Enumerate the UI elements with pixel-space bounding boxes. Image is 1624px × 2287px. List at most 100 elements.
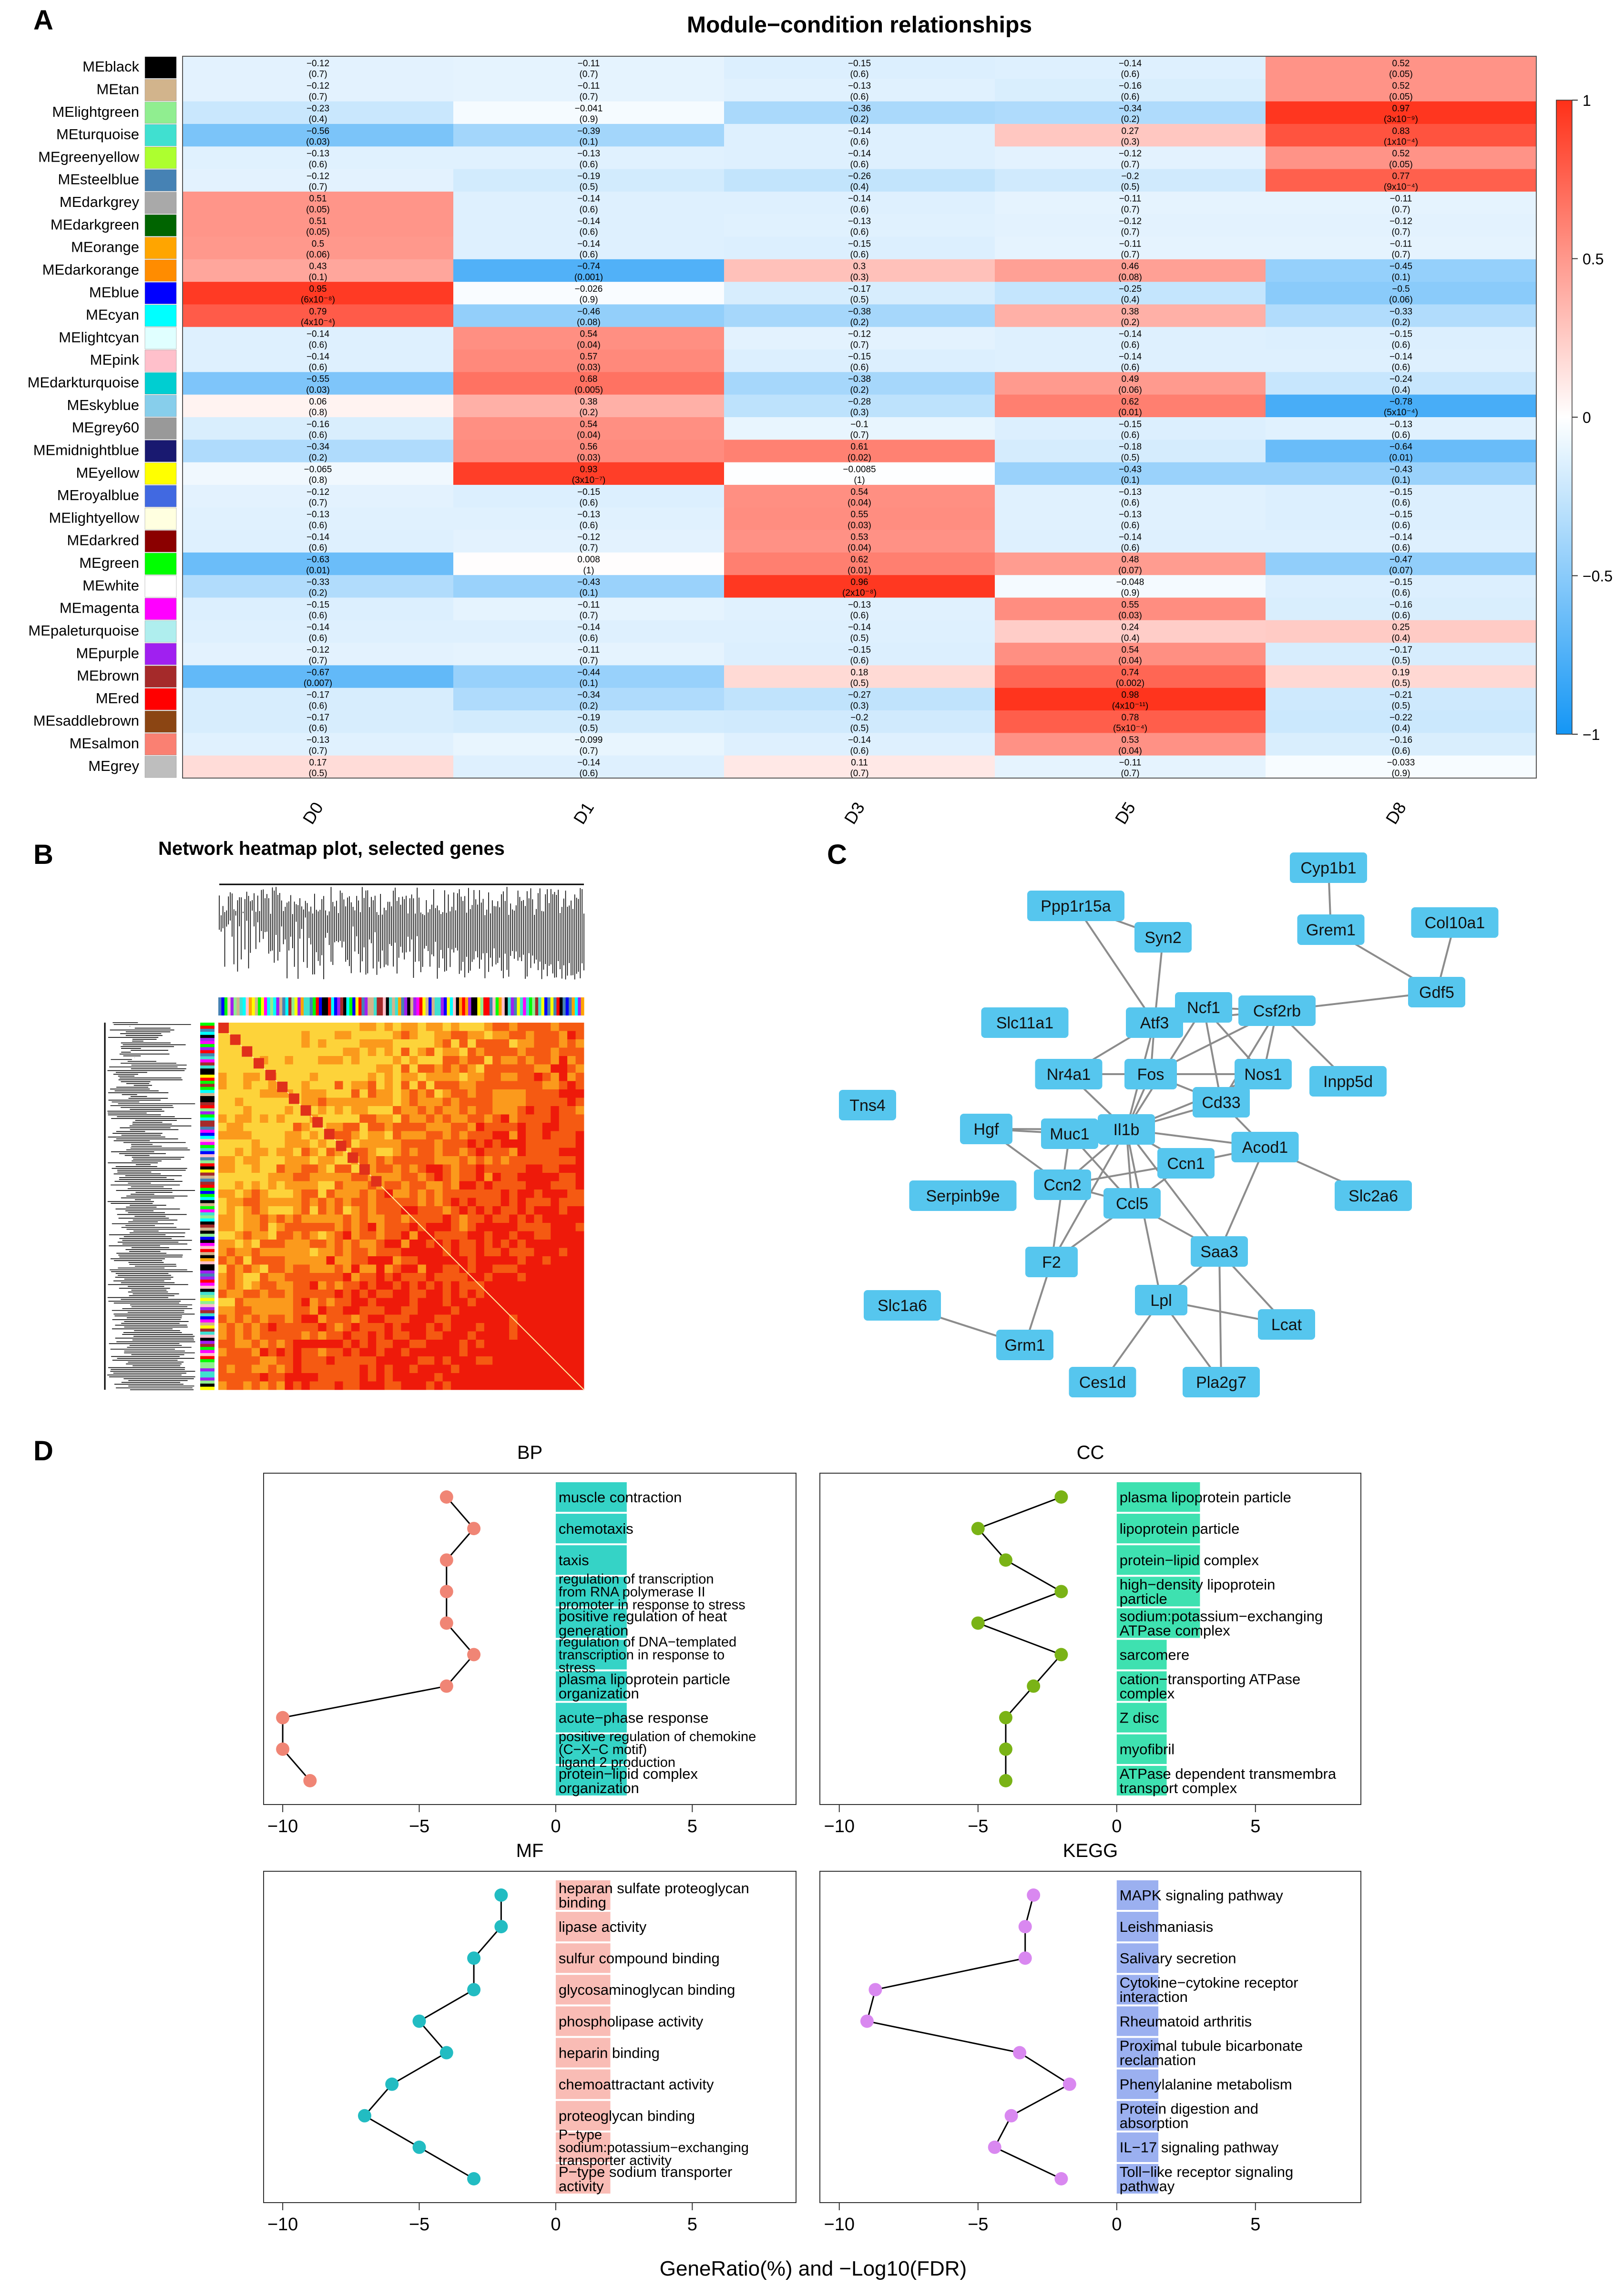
tom-heatmap-cell <box>243 1039 252 1048</box>
enrichment-term-label: myofibril <box>1120 1741 1175 1758</box>
enrichment-bar <box>555 1765 627 1796</box>
tom-heatmap-cell <box>426 1106 435 1115</box>
tom-heatmap-cell <box>525 1114 534 1123</box>
tom-heatmap-cell <box>434 1356 443 1365</box>
network-node <box>1124 1059 1177 1089</box>
tom-heatmap-cell <box>451 1131 460 1140</box>
tom-heatmap-cell <box>575 1064 584 1073</box>
tom-heatmap-cell <box>285 1056 294 1065</box>
module-bar-left <box>200 1200 214 1204</box>
tom-heatmap-cell <box>309 1081 318 1090</box>
module-bar-top <box>483 997 487 1015</box>
heatmap-cell <box>453 687 725 711</box>
tom-heatmap-cell <box>351 1373 360 1382</box>
tom-heatmap-cell <box>567 1131 576 1140</box>
tom-heatmap-cell <box>351 1131 360 1140</box>
tom-heatmap-cell <box>517 1023 526 1031</box>
tom-heatmap-cell <box>309 1248 318 1257</box>
x-tick-label: 0 <box>1112 2215 1122 2235</box>
tom-heatmap-cell <box>351 1089 360 1098</box>
tom-heatmap-cell <box>243 1364 252 1374</box>
module-label: MEpink <box>90 351 140 368</box>
tom-heatmap-cell <box>401 1381 410 1390</box>
tom-heatmap-cell <box>409 1123 418 1131</box>
module-color-swatch <box>144 259 177 282</box>
tom-heatmap-cell <box>467 1131 476 1140</box>
network-edge <box>1075 905 1155 1024</box>
tom-heatmap-cell <box>401 1089 410 1098</box>
module-bar-left <box>200 1221 214 1225</box>
enrichment-fdr-point <box>1054 2172 1068 2185</box>
network-node-label: Ces1d <box>1079 1374 1126 1392</box>
tom-heatmap-cell <box>567 1173 576 1181</box>
tom-heatmap-cell <box>509 1306 518 1315</box>
tom-heatmap-cell <box>442 1381 451 1390</box>
tom-heatmap-cell <box>335 1214 343 1223</box>
enrichment-term-label: reclamation <box>1120 2051 1196 2068</box>
tom-heatmap-cell <box>559 1331 568 1340</box>
tom-heatmap-cell <box>542 1206 551 1215</box>
tom-heatmap-cell <box>326 1206 335 1215</box>
tom-heatmap-cell <box>351 1348 360 1357</box>
cell-correlation: −0.0085 <box>843 464 876 474</box>
tom-heatmap-cell <box>451 1340 460 1348</box>
tom-heatmap-cell <box>285 1290 294 1298</box>
cell-pvalue: (0.6) <box>308 611 327 621</box>
tom-heatmap-cell <box>335 1106 343 1115</box>
cell-pvalue: (0.05) <box>1389 160 1413 170</box>
cell-pvalue: (0.04) <box>848 498 871 508</box>
tom-heatmap-cell <box>500 1064 510 1073</box>
tom-heatmap-cell <box>293 1340 302 1348</box>
tom-heatmap-cell <box>467 1256 476 1265</box>
tom-heatmap-cell <box>575 1164 584 1173</box>
tom-heatmap-cell <box>426 1290 435 1298</box>
tom-heatmap-cell <box>268 1148 277 1157</box>
module-label: MEgreenyellow <box>38 148 140 165</box>
enrichment-bar <box>555 2006 611 2036</box>
tom-heatmap-cell <box>343 1273 352 1282</box>
x-tick-label: 5 <box>1250 2215 1260 2235</box>
tom-heatmap-cell <box>218 1298 227 1307</box>
module-bar-left <box>200 1237 214 1241</box>
tom-heatmap-cell <box>226 1231 235 1240</box>
tom-heatmap-cell <box>276 1131 285 1140</box>
cell-pvalue: (0.7) <box>1121 160 1139 170</box>
network-node-label: Lpl <box>1150 1292 1172 1310</box>
cell-correlation: −0.19 <box>577 171 600 181</box>
tom-heatmap-cell <box>351 1164 360 1173</box>
tom-heatmap-cell <box>235 1290 244 1298</box>
tom-heatmap-cell <box>351 1306 360 1315</box>
cell-pvalue: (5x10⁻⁴) <box>1113 724 1147 734</box>
enrichment-bar <box>555 2132 611 2162</box>
heatmap-cell <box>1266 56 1537 79</box>
tom-heatmap-cell <box>476 1356 485 1365</box>
tom-heatmap-cell <box>484 1381 493 1390</box>
tom-heatmap-cell <box>517 1181 526 1190</box>
tom-heatmap-cell <box>517 1198 526 1207</box>
module-bar-top <box>462 997 466 1015</box>
tom-heatmap-cell <box>226 1306 235 1315</box>
tom-heatmap-cell <box>251 1306 260 1315</box>
tom-heatmap-cell <box>442 1306 451 1315</box>
tom-heatmap-cell <box>442 1223 451 1231</box>
heatmap-cell <box>995 507 1266 531</box>
module-bar-top <box>279 997 283 1015</box>
heatmap-cell <box>453 462 725 485</box>
tom-heatmap-cell <box>476 1181 485 1190</box>
enrichment-term-label: regulation of DNA−templated <box>559 1635 736 1650</box>
tom-heatmap-cell <box>484 1131 493 1140</box>
tom-heatmap-cell <box>442 1190 451 1198</box>
tom-heatmap-cell <box>276 1139 285 1148</box>
tom-heatmap-cell <box>226 1281 235 1290</box>
tom-heatmap-cell <box>226 1081 235 1090</box>
tom-heatmap-cell <box>442 1331 451 1340</box>
tom-heatmap-cell <box>467 1206 476 1215</box>
tom-heatmap-cell <box>326 1356 335 1365</box>
cell-pvalue: (0.5) <box>1391 701 1410 711</box>
enrichment-term-label: MAPK signaling pathway <box>1120 1887 1283 1904</box>
tom-heatmap-cell <box>551 1273 560 1282</box>
tom-heatmap-cell <box>426 1240 435 1248</box>
x-tick-label: −10 <box>267 2215 298 2235</box>
tom-heatmap-cell <box>401 1214 410 1223</box>
cell-correlation: 0.54 <box>580 329 598 339</box>
